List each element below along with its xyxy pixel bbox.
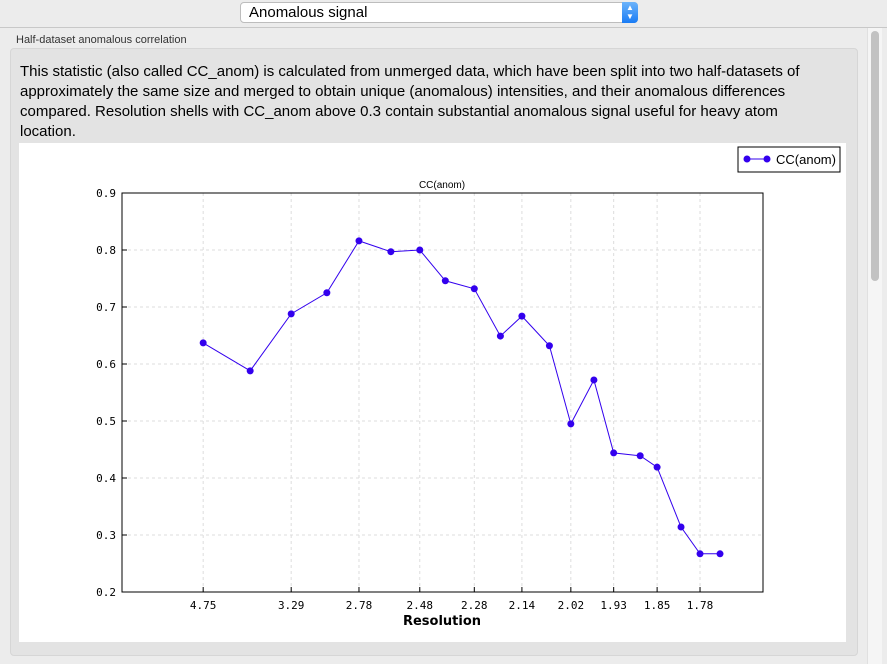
data-point (545, 342, 553, 350)
legend: CC(anom) (737, 146, 841, 173)
x-tick-label: 2.14 (509, 599, 536, 612)
scrollbar[interactable] (867, 28, 882, 664)
section-select-value: Anomalous signal (249, 4, 368, 21)
description: This statistic (also called CC_anom) is … (20, 63, 800, 140)
data-point (416, 246, 424, 254)
chart: CC(anom) 0.2 0.3 0.4 0.5 0.6 0.7 0.8 0.9 4.75 3.2… (19, 143, 846, 642)
x-tick-label: 1.85 (644, 599, 671, 612)
data-point (677, 523, 685, 531)
legend-label: CC(anom) (776, 152, 836, 167)
section-select[interactable]: Anomalous signal ▲ ▼ (240, 2, 638, 23)
x-axis-label: Resolution (403, 614, 481, 629)
data-point (355, 237, 363, 245)
data-point (496, 332, 504, 340)
y-tick-label: 0.4 (96, 472, 116, 485)
chart-title: CC(anom) (419, 180, 465, 191)
data-point (387, 248, 395, 256)
chart-svg: CC(anom) 0.2 0.3 0.4 0.5 0.6 0.7 0.8 0.9 4.75 3.2… (96, 146, 841, 629)
data-point (716, 550, 724, 558)
data-point (441, 277, 449, 285)
x-tick-label: 4.75 (190, 599, 217, 612)
y-tick-label: 0.8 (96, 244, 116, 257)
x-tick-label: 1.93 (600, 599, 627, 612)
data-point (518, 312, 526, 320)
y-tick-label: 0.2 (96, 586, 116, 599)
legend-marker (763, 155, 771, 163)
data-point (653, 463, 661, 471)
data-point (696, 550, 704, 558)
data-point (636, 452, 644, 460)
data-point (610, 449, 618, 457)
legend-marker (743, 155, 751, 163)
x-tick-label: 2.02 (558, 599, 585, 612)
x-tick-label: 2.48 (407, 599, 434, 612)
series-line (202, 240, 721, 555)
y-tick-label: 0.6 (96, 358, 116, 371)
x-tick-label: 2.28 (461, 599, 488, 612)
x-tick-label: 3.29 (278, 599, 305, 612)
y-tick-label: 0.3 (96, 529, 116, 542)
data-point (246, 367, 254, 375)
y-tick-label: 0.7 (96, 301, 116, 314)
scrollbar-thumb[interactable] (871, 31, 879, 281)
y-tick-label: 0.5 (96, 415, 116, 428)
y-tick-label: 0.9 (96, 187, 116, 200)
data-point (567, 420, 575, 428)
data-point (590, 376, 598, 384)
data-point (287, 310, 295, 318)
group-title: Half-dataset anomalous correlation (16, 34, 187, 46)
plot-frame (121, 192, 764, 593)
x-tick-label: 2.78 (346, 599, 373, 612)
data-point (323, 289, 331, 297)
chevron-up-down-icon[interactable]: ▲ ▼ (622, 2, 638, 23)
data-point (199, 339, 207, 347)
top-bar: Anomalous signal ▲ ▼ (0, 0, 887, 28)
data-point (470, 285, 478, 293)
x-tick-label: 1.78 (687, 599, 714, 612)
